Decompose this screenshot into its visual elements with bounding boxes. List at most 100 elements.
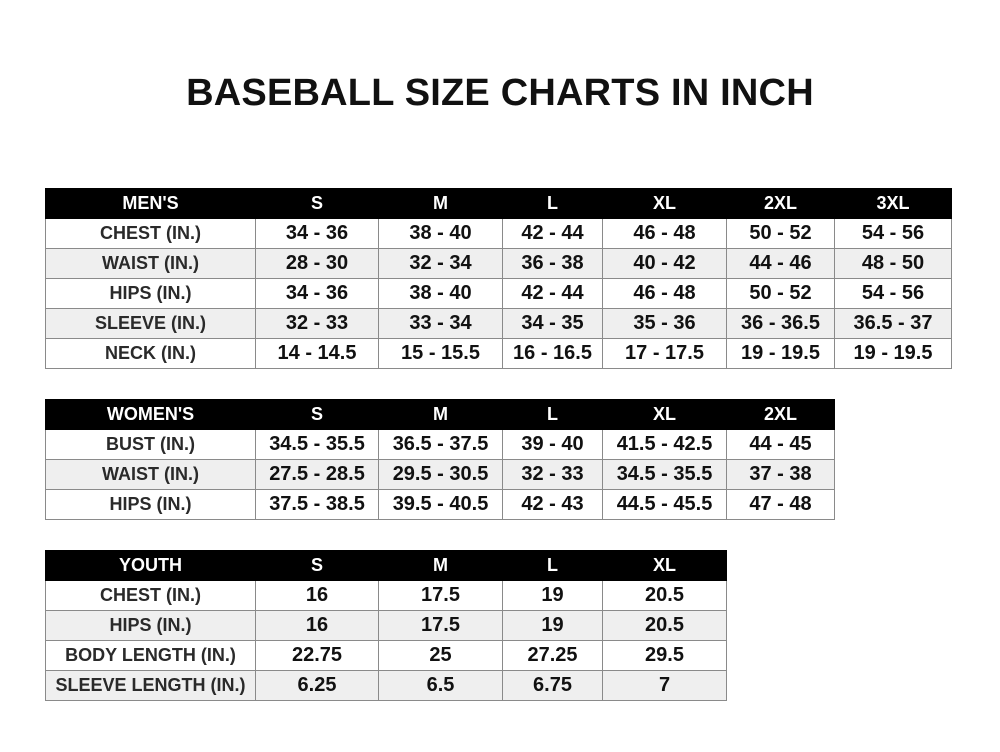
size-value: 37.5 - 38.5 <box>255 489 379 520</box>
table-row: WAIST (IN.) 28 - 30 32 - 34 36 - 38 40 - 42 4… <box>45 248 952 279</box>
measurement-label: HIPS (IN.) <box>45 489 256 520</box>
size-header: XL <box>602 399 727 430</box>
mens-size-table: MEN'S S M L XL 2XL 3XL CHEST (IN.) 34 - 36 38 - 4… <box>45 188 952 369</box>
table-row: SLEEVE LENGTH (IN.) 6.25 6.5 6.75 7 <box>45 670 727 701</box>
size-value: 20.5 <box>602 610 727 641</box>
size-value: 44.5 - 45.5 <box>602 489 727 520</box>
size-value: 28 - 30 <box>255 248 379 279</box>
size-value: 46 - 48 <box>602 218 727 249</box>
size-value: 17 - 17.5 <box>602 338 727 369</box>
size-value: 16 <box>255 610 379 641</box>
size-value: 36.5 - 37 <box>834 308 952 339</box>
table-row: CHEST (IN.) 16 17.5 19 20.5 <box>45 580 727 611</box>
size-value: 50 - 52 <box>726 218 835 249</box>
size-value: 16 - 16.5 <box>502 338 603 369</box>
measurement-label: HIPS (IN.) <box>45 610 256 641</box>
size-value: 27.25 <box>502 640 603 671</box>
header-row: MEN'S S M L XL 2XL 3XL <box>45 188 952 219</box>
size-header: L <box>502 399 603 430</box>
size-value: 36 - 36.5 <box>726 308 835 339</box>
size-header: XL <box>602 550 727 581</box>
size-value: 34 - 35 <box>502 308 603 339</box>
size-value: 6.75 <box>502 670 603 701</box>
size-header: S <box>255 188 379 219</box>
table-row: HIPS (IN.) 16 17.5 19 20.5 <box>45 610 727 641</box>
table-row: NECK (IN.) 14 - 14.5 15 - 15.5 16 - 16.5 17 … <box>45 338 952 369</box>
size-value: 29.5 <box>602 640 727 671</box>
size-value: 17.5 <box>378 610 503 641</box>
size-value: 46 - 48 <box>602 278 727 309</box>
size-value: 40 - 42 <box>602 248 727 279</box>
category-header: WOMEN'S <box>45 399 256 430</box>
measurement-label: HIPS (IN.) <box>45 278 256 309</box>
size-value: 7 <box>602 670 727 701</box>
size-header: M <box>378 188 503 219</box>
measurement-label: CHEST (IN.) <box>45 580 256 611</box>
size-value: 16 <box>255 580 379 611</box>
size-value: 34.5 - 35.5 <box>602 459 727 490</box>
header-row: YOUTH S M L XL <box>45 550 727 581</box>
size-value: 22.75 <box>255 640 379 671</box>
table-row: BODY LENGTH (IN.) 22.75 25 27.25 29.5 <box>45 640 727 671</box>
size-value: 19 - 19.5 <box>834 338 952 369</box>
size-header: S <box>255 550 379 581</box>
size-value: 35 - 36 <box>602 308 727 339</box>
size-header: 2XL <box>726 188 835 219</box>
size-value: 48 - 50 <box>834 248 952 279</box>
table-row: HIPS (IN.) 34 - 36 38 - 40 42 - 44 46 - 48 50… <box>45 278 952 309</box>
size-value: 37 - 38 <box>726 459 835 490</box>
size-header: M <box>378 550 503 581</box>
table-row: BUST (IN.) 34.5 - 35.5 36.5 - 37.5 39 - 40 4… <box>45 429 835 460</box>
category-header: YOUTH <box>45 550 256 581</box>
size-value: 44 - 46 <box>726 248 835 279</box>
size-value: 38 - 40 <box>378 218 503 249</box>
measurement-label: WAIST (IN.) <box>45 248 256 279</box>
measurement-label: WAIST (IN.) <box>45 459 256 490</box>
size-value: 47 - 48 <box>726 489 835 520</box>
table-row: CHEST (IN.) 34 - 36 38 - 40 42 - 44 46 - 48 5… <box>45 218 952 249</box>
size-value: 34 - 36 <box>255 218 379 249</box>
size-value: 50 - 52 <box>726 278 835 309</box>
size-header: L <box>502 188 603 219</box>
measurement-label: BUST (IN.) <box>45 429 256 460</box>
measurement-label: BODY LENGTH (IN.) <box>45 640 256 671</box>
size-header: 3XL <box>834 188 952 219</box>
womens-size-table: WOMEN'S S M L XL 2XL BUST (IN.) 34.5 - 35.5 36.5… <box>45 399 835 520</box>
size-value: 15 - 15.5 <box>378 338 503 369</box>
size-value: 34 - 36 <box>255 278 379 309</box>
size-value: 38 - 40 <box>378 278 503 309</box>
size-value: 36.5 - 37.5 <box>378 429 503 460</box>
size-value: 27.5 - 28.5 <box>255 459 379 490</box>
size-value: 32 - 33 <box>502 459 603 490</box>
youth-size-table: YOUTH S M L XL CHEST (IN.) 16 17.5 19 20.5 HIPS (I… <box>45 550 727 701</box>
table-row: WAIST (IN.) 27.5 - 28.5 29.5 - 30.5 32 - 33… <box>45 459 835 490</box>
size-header: M <box>378 399 503 430</box>
size-value: 20.5 <box>602 580 727 611</box>
size-value: 19 <box>502 610 603 641</box>
table-row: SLEEVE (IN.) 32 - 33 33 - 34 34 - 35 35 - 36… <box>45 308 952 339</box>
size-value: 14 - 14.5 <box>255 338 379 369</box>
size-header: XL <box>602 188 727 219</box>
size-value: 39 - 40 <box>502 429 603 460</box>
size-value: 54 - 56 <box>834 278 952 309</box>
size-value: 42 - 44 <box>502 218 603 249</box>
measurement-label: CHEST (IN.) <box>45 218 256 249</box>
measurement-label: SLEEVE LENGTH (IN.) <box>45 670 256 701</box>
size-header: 2XL <box>726 399 835 430</box>
size-value: 44 - 45 <box>726 429 835 460</box>
header-row: WOMEN'S S M L XL 2XL <box>45 399 835 430</box>
size-value: 42 - 44 <box>502 278 603 309</box>
size-value: 32 - 33 <box>255 308 379 339</box>
size-value: 33 - 34 <box>378 308 503 339</box>
table-row: HIPS (IN.) 37.5 - 38.5 39.5 - 40.5 42 - 43 4… <box>45 489 835 520</box>
size-value: 54 - 56 <box>834 218 952 249</box>
size-value: 34.5 - 35.5 <box>255 429 379 460</box>
size-value: 19 - 19.5 <box>726 338 835 369</box>
size-value: 29.5 - 30.5 <box>378 459 503 490</box>
size-value: 39.5 - 40.5 <box>378 489 503 520</box>
size-value: 6.25 <box>255 670 379 701</box>
page-title: BASEBALL SIZE CHARTS IN INCH <box>186 72 814 114</box>
size-header: L <box>502 550 603 581</box>
size-value: 19 <box>502 580 603 611</box>
size-header: S <box>255 399 379 430</box>
